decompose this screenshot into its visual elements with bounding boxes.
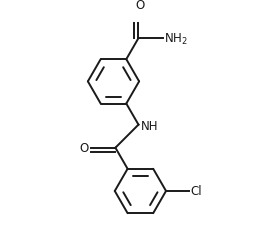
Text: O: O bbox=[79, 142, 88, 154]
Text: NH$_2$: NH$_2$ bbox=[164, 32, 188, 46]
Text: NH: NH bbox=[141, 119, 158, 132]
Text: Cl: Cl bbox=[190, 184, 202, 197]
Text: O: O bbox=[136, 0, 145, 12]
